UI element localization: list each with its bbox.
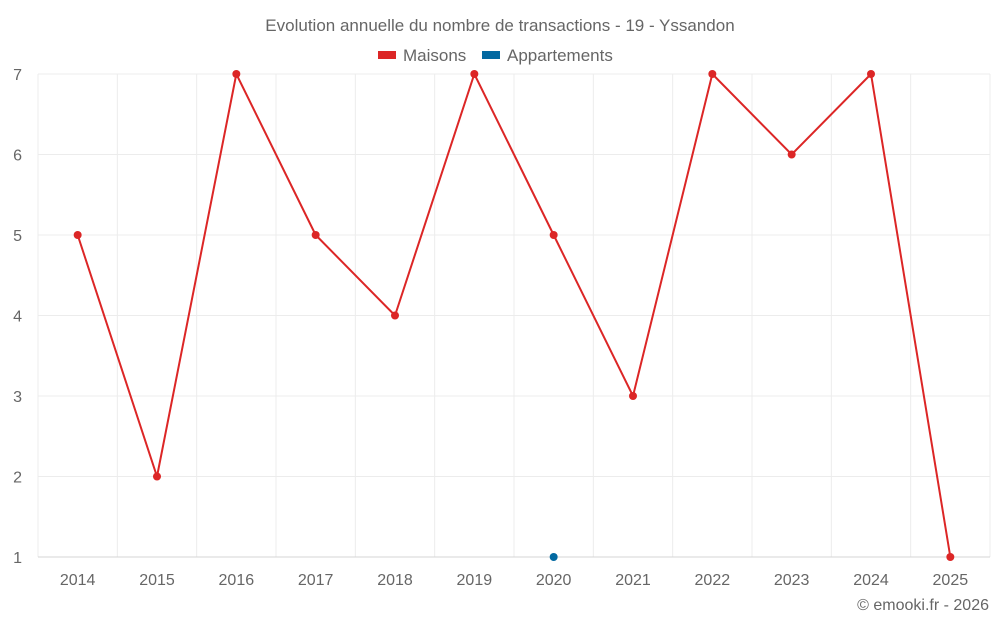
data-point-maisons [708,70,717,78]
y-axis: 1 2 3 4 5 6 7 [13,67,22,567]
y-tick-label: 4 [13,309,22,326]
series-line-maisons [76,70,952,558]
series [73,70,955,561]
x-tick-label: 2022 [695,572,731,589]
legend-label-appartements: Appartements [507,46,613,65]
data-point-appartements [549,553,558,561]
data-point-maisons [946,553,955,561]
y-tick-label: 3 [13,389,22,406]
data-point-maisons [867,70,875,78]
x-axis: 2014 2015 2016 2017 2018 2019 2020 2021 2022 2023… [60,572,968,589]
legend-label-maisons: Maisons [403,46,466,65]
y-tick-label: 2 [13,470,22,487]
data-point-maisons [787,150,796,159]
x-tick-label: 2020 [536,572,572,589]
x-tick-label: 2014 [60,572,96,589]
data-point-maisons [549,231,558,239]
legend-swatch-maisons [378,51,396,59]
x-tick-label: 2025 [933,572,969,589]
y-tick-label: 6 [13,148,22,165]
data-point-maisons [470,70,479,78]
chart-title: Evolution annuelle du nombre de transact… [265,16,734,35]
data-point-maisons [232,70,241,78]
x-tick-label: 2017 [298,572,334,589]
y-tick-label: 1 [13,550,22,567]
x-tick-label: 2016 [219,572,255,589]
y-tick-label: 7 [13,67,22,84]
data-point-maisons [311,231,320,239]
data-point-maisons [153,472,161,481]
legend-swatch-appartements [482,51,500,59]
x-tick-label: 2019 [457,572,493,589]
data-point-maisons [629,392,637,400]
x-tick-label: 2023 [774,572,810,589]
x-tick-label: 2018 [377,572,413,589]
grid [37,73,991,558]
credit-text: © emooki.fr - 2026 [857,597,989,614]
x-tick-label: 2015 [139,572,175,589]
data-point-maisons [73,231,82,239]
x-tick-label: 2021 [615,572,651,589]
legend: Maisons Appartements [378,46,613,65]
x-tick-label: 2024 [853,572,889,589]
y-tick-label: 5 [13,228,22,245]
data-point-maisons [391,311,399,320]
